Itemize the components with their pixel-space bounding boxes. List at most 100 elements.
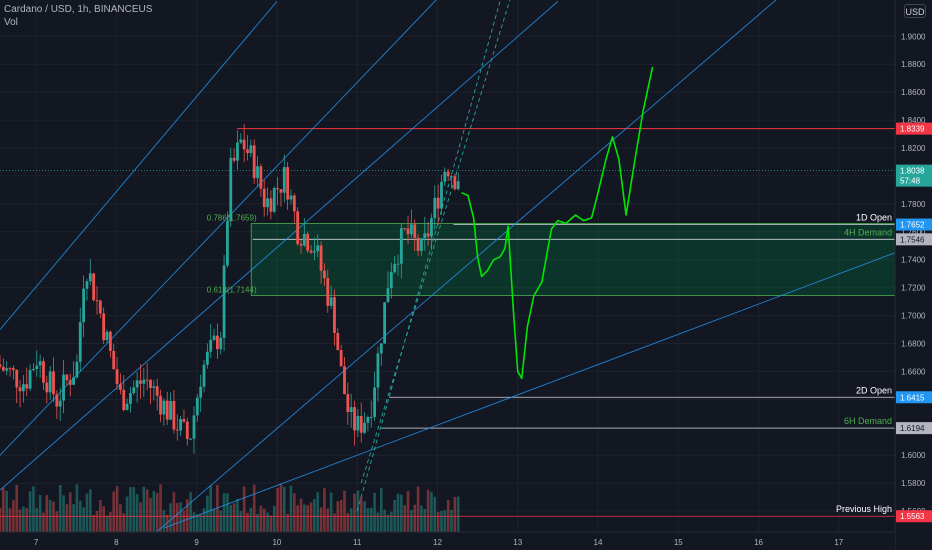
volume-bar (249, 507, 253, 532)
volume-bar (316, 492, 320, 532)
candle-body (11, 368, 15, 370)
volume-bar (152, 490, 156, 532)
level-label: 6H Demand (844, 416, 892, 426)
y-tick-label: 1.9000 (901, 32, 926, 41)
volume-bar (279, 484, 283, 532)
candle-body (52, 371, 55, 395)
candle-body (125, 403, 129, 411)
volume-bar (373, 492, 376, 532)
y-tick-label: 1.8400 (901, 116, 926, 125)
projection-path (461, 66, 654, 380)
volume-bar (386, 514, 390, 532)
volume-bar (293, 493, 296, 532)
volume-bar (443, 510, 447, 532)
price-tag (896, 122, 932, 135)
candle-body (329, 297, 333, 306)
volume-bar (410, 509, 413, 532)
candle-body (416, 237, 420, 251)
volume-bar (269, 515, 273, 532)
candle-body (413, 224, 417, 238)
volume-bar (155, 492, 159, 532)
volume-bar (296, 505, 299, 532)
volume-bar (105, 515, 109, 532)
candle-body (18, 387, 22, 392)
y-tick-label: 1.8800 (901, 60, 926, 69)
volume-bar (25, 508, 29, 532)
volume-bar (72, 504, 75, 532)
volume-bar (35, 508, 39, 532)
volume-bar (175, 503, 179, 532)
price-tag-value: 1.7546 (900, 235, 925, 244)
volume-bar (262, 508, 266, 532)
volume-bar (396, 493, 400, 532)
price-tag (896, 164, 932, 187)
volume-bar (276, 487, 279, 532)
candle-body (22, 384, 25, 392)
volume-bar (18, 509, 22, 532)
candle-body (383, 302, 387, 344)
candle-body (215, 335, 219, 350)
volume-bar (182, 510, 186, 532)
candle-body (396, 263, 400, 265)
candle-body (256, 166, 259, 179)
volume-bar (306, 505, 309, 532)
candle-body (373, 387, 376, 417)
candle-body (95, 300, 99, 302)
candle-body (142, 379, 146, 384)
candle-body (98, 300, 102, 314)
volume-bar (333, 513, 336, 532)
volume-bar (222, 493, 226, 532)
candle-body (232, 157, 236, 161)
volume-bar (95, 510, 99, 532)
candle-body (393, 264, 397, 273)
candle-body (35, 365, 39, 369)
candle-body (386, 288, 390, 303)
volume-bar (390, 511, 393, 532)
volume-bar (359, 496, 363, 532)
candle-body (68, 380, 72, 385)
candle-body (105, 331, 109, 341)
candle-body (399, 228, 403, 264)
candle-body (152, 386, 156, 388)
candle-body (269, 198, 273, 212)
candle-body (135, 380, 139, 388)
candle-body (48, 371, 52, 393)
volume-bar (376, 512, 380, 532)
candle-body (155, 386, 159, 396)
x-tick-label: 7 (34, 538, 39, 547)
candle-body (252, 145, 256, 179)
candle-body (185, 421, 189, 439)
candle-body (409, 224, 413, 235)
candle-body (132, 387, 136, 394)
volume-bar (229, 504, 233, 532)
candle-body (139, 380, 142, 384)
volume-bar (28, 491, 32, 532)
volume-bar (239, 511, 243, 532)
candle-body (229, 157, 233, 222)
candle-body (309, 250, 313, 253)
volume-bar (89, 489, 92, 532)
volume-bar (216, 485, 219, 532)
candle-body (182, 418, 186, 422)
volume-bar (196, 514, 199, 532)
candle-body (259, 166, 263, 189)
volume-bar (75, 484, 79, 532)
volume-bar (420, 505, 423, 532)
volume-indicator-label: Vol (4, 17, 18, 28)
currency-button[interactable]: USD (904, 4, 926, 18)
trend-line (0, 1, 278, 330)
y-tick-label: 1.7600 (901, 228, 926, 237)
candle-body (199, 386, 203, 398)
candle-body (306, 233, 310, 251)
candle-body (205, 351, 209, 365)
volume-bar (206, 495, 209, 532)
price-tag-value: 1.8339 (900, 125, 925, 134)
candle-body (38, 361, 42, 366)
candle-body (262, 188, 266, 208)
level-label: 1D Open (856, 213, 892, 223)
volume-bar (209, 485, 213, 532)
x-tick-label: 10 (272, 538, 281, 547)
candle-body (129, 393, 132, 404)
